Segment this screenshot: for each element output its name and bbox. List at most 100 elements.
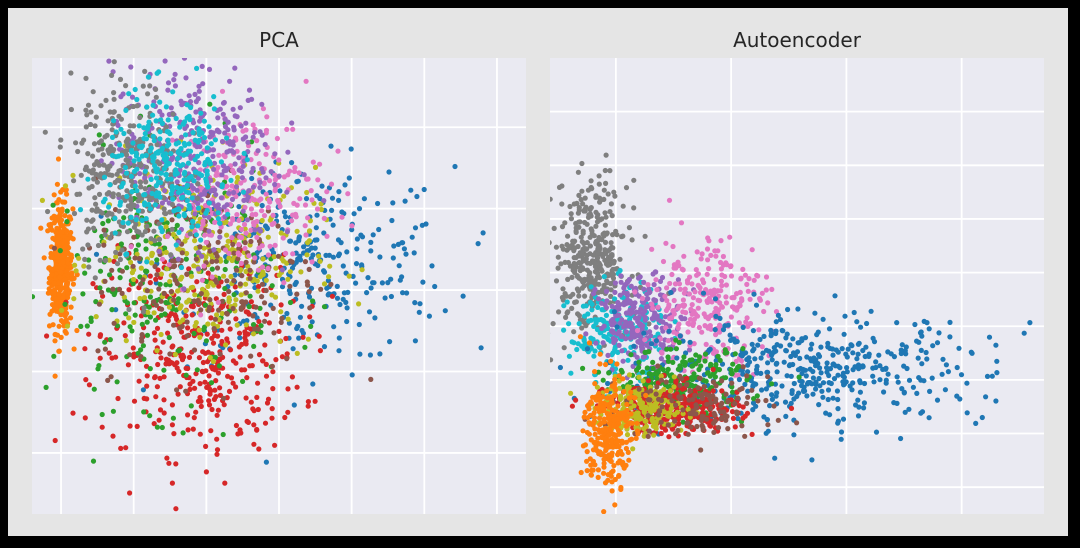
scatter-point <box>249 175 255 182</box>
scatter-point <box>610 316 616 323</box>
scatter-point <box>138 281 144 287</box>
scatter-point <box>97 174 103 180</box>
scatter-point <box>243 290 249 296</box>
scatter-point <box>827 412 833 418</box>
scatter-point <box>102 257 109 264</box>
scatter-point <box>206 304 213 310</box>
scatter-point <box>578 197 584 203</box>
scatter-point <box>840 416 847 422</box>
scatter-point <box>749 247 755 253</box>
scatter-point <box>109 127 115 133</box>
scatter-point <box>212 137 218 143</box>
scatter-point <box>442 308 448 314</box>
scatter-point <box>182 119 188 125</box>
scatter-point <box>861 400 868 406</box>
scatter-point <box>334 295 341 301</box>
scatter-point <box>857 389 864 395</box>
scatter-point <box>994 358 1000 364</box>
scatter-point <box>899 342 905 348</box>
scatter-point <box>412 225 419 231</box>
scatter-point <box>861 405 867 411</box>
scatter-point <box>342 182 348 188</box>
scatter-point <box>744 281 750 287</box>
scatter-point <box>255 406 261 413</box>
scatter-point <box>344 318 350 325</box>
scatter-point <box>138 144 144 151</box>
scatter-point <box>736 363 742 369</box>
scatter-point <box>689 302 695 308</box>
scatter-point <box>166 334 172 341</box>
scatter-point <box>163 282 169 288</box>
scatter-point <box>604 298 610 304</box>
scatter-point <box>243 230 249 236</box>
scatter-point <box>666 302 672 308</box>
scatter-point <box>215 115 221 121</box>
scatter-point <box>153 183 159 189</box>
scatter-point <box>172 263 178 269</box>
scatter-point <box>162 58 168 64</box>
scatter-point <box>182 142 188 148</box>
scatter-point <box>238 260 244 266</box>
scatter-point <box>699 251 705 257</box>
scatter-point <box>259 294 265 300</box>
scatter-point <box>122 164 129 171</box>
scatter-point <box>593 223 599 229</box>
scatter-point <box>314 212 320 218</box>
scatter-point <box>171 273 177 279</box>
scatter-point <box>354 246 360 252</box>
scatter-point <box>385 280 391 286</box>
scatter-point <box>58 137 64 143</box>
scatter-point <box>695 305 701 311</box>
scatter-point <box>101 227 107 233</box>
scatter-point <box>81 263 87 269</box>
scatter-point <box>329 195 336 201</box>
scatter-point <box>234 322 240 328</box>
scatter-point <box>416 309 422 315</box>
scatter-point <box>242 335 248 341</box>
scatter-point <box>582 341 588 347</box>
scatter-point <box>179 323 185 329</box>
scatter-point <box>115 153 122 159</box>
scatter-point <box>217 220 223 226</box>
scatter-point <box>636 359 642 365</box>
scatter-point <box>263 127 270 133</box>
scatter-point <box>566 321 572 327</box>
scatter-point <box>864 320 870 327</box>
scatter-point <box>246 87 253 93</box>
scatter-point <box>197 244 203 250</box>
scatter-point <box>284 126 290 132</box>
scatter-point <box>576 219 582 225</box>
scatter-point <box>107 109 113 115</box>
scatter-point <box>192 91 198 97</box>
scatter-point <box>642 337 648 343</box>
scatter-point <box>129 94 136 100</box>
scatter-point <box>812 310 818 316</box>
scatter-point <box>861 380 868 387</box>
scatter-point <box>321 304 328 310</box>
scatter-point <box>209 335 215 341</box>
scatter-point <box>686 347 693 353</box>
scatter-point <box>740 324 746 330</box>
scatter-point <box>193 256 199 262</box>
scatter-point <box>97 257 103 263</box>
scatter-point <box>192 323 198 329</box>
scatter-point <box>151 138 157 144</box>
scatter-point <box>104 191 110 197</box>
scatter-point <box>184 102 190 108</box>
scatter-point <box>100 220 106 227</box>
scatter-point <box>164 233 171 239</box>
scatter-point <box>123 208 129 214</box>
scatter-point <box>196 327 202 333</box>
scatter-point <box>319 183 325 189</box>
scatter-point <box>321 215 327 221</box>
scatter-point <box>568 211 574 217</box>
scatter-point <box>198 291 204 297</box>
scatter-point <box>751 381 757 387</box>
scatter-point <box>168 172 174 178</box>
scatter-point <box>653 324 659 330</box>
scatter-point <box>629 237 635 243</box>
scatter-point <box>54 254 60 260</box>
scatter-point <box>336 348 342 354</box>
scatter-point <box>162 245 168 251</box>
scatter-point <box>214 451 220 457</box>
